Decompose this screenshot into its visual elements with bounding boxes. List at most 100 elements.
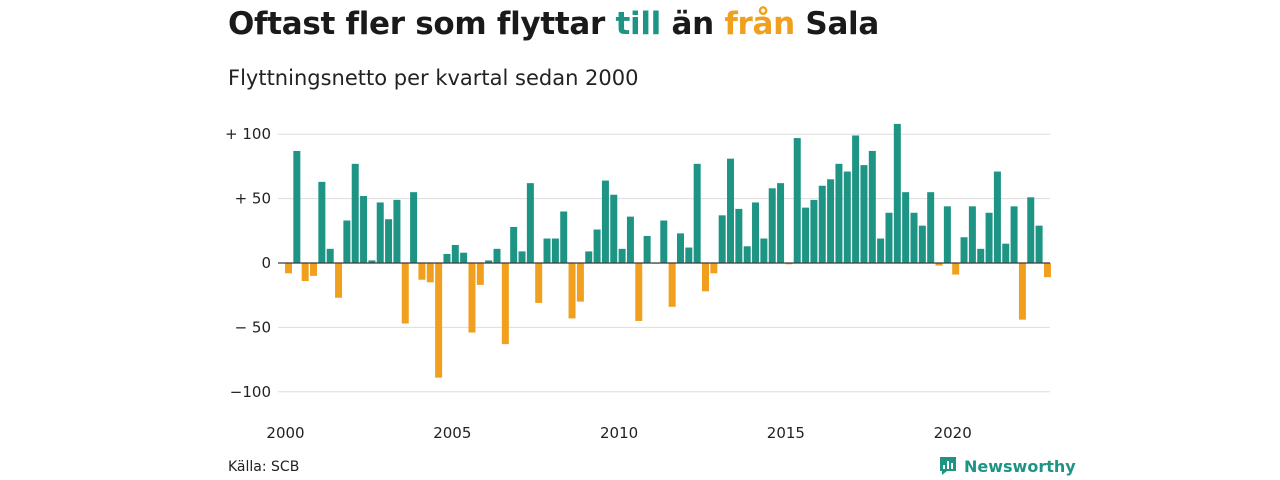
y-tick-label: − 50 [235,318,271,336]
title-part-2: än [660,6,725,42]
bar-83 [977,248,985,263]
bar-13 [393,199,401,263]
bar-30 [535,263,543,303]
bar-75 [910,212,918,263]
bar-43 [643,235,651,263]
bar-85 [993,171,1001,263]
x-tick-label: 2010 [600,424,638,442]
bar-7 [343,220,351,263]
y-tick-label: 0 [261,254,271,272]
bar-87 [1010,206,1018,263]
title-highlight-out: från [724,6,795,42]
title-highlight-in: till [615,6,661,42]
bar-41 [626,216,634,263]
y-tick-label: + 100 [225,125,271,143]
newsworthy-logo: Newsworthy [938,456,1076,476]
bar-2 [301,263,309,282]
bar-46 [668,263,676,307]
x-tick-label: 2005 [433,424,471,442]
y-tick-label: −100 [230,383,271,401]
bar-86 [1002,243,1010,263]
x-tick-label: 2015 [767,424,805,442]
bar-40 [618,248,626,263]
bar-60 [785,263,793,265]
bar-66 [835,163,843,263]
bar-28 [518,251,526,263]
bar-59 [777,183,785,263]
source-label: Källa: SCB [228,459,300,475]
bar-67 [843,171,851,263]
bar-1 [293,150,301,263]
bar-70 [868,150,876,263]
bar-57 [760,238,768,263]
bar-79 [943,206,951,263]
bar-14 [401,263,409,324]
bar-50 [702,263,709,292]
bar-77 [927,192,935,263]
bar-53 [727,158,735,263]
bar-62 [802,207,810,263]
bar-91 [1043,263,1051,278]
bar-78 [935,263,943,266]
bar-38 [601,180,609,263]
bar-58 [768,188,776,263]
bar-68 [852,135,860,263]
bar-24 [485,260,493,263]
bar-3 [310,263,318,276]
chart-title: Oftast fler som flyttar till än från Sal… [228,6,879,42]
bar-80 [952,263,960,275]
bar-69 [860,165,868,263]
bar-84 [985,212,993,263]
bar-20 [451,244,459,263]
newsworthy-chart-icon [940,457,956,475]
x-tick-label: 2000 [266,424,304,442]
bar-64 [818,185,826,263]
bar-88 [1018,263,1026,320]
bar-10 [368,260,376,263]
bar-19 [443,253,451,263]
bar-82 [968,206,976,263]
bar-25 [493,248,501,263]
y-tick-label: + 50 [235,190,271,208]
bar-61 [793,138,801,263]
bar-74 [902,192,910,263]
bar-27 [510,226,518,263]
bar-26 [501,263,509,345]
bar-45 [660,220,668,263]
bar-42 [635,263,643,321]
bar-37 [593,229,601,263]
bar-35 [576,263,584,302]
bar-55 [743,246,751,263]
bar-54 [735,208,743,263]
bar-33 [560,211,568,263]
bar-21 [460,252,468,263]
bar-34 [568,263,576,319]
bar-11 [376,202,384,263]
bar-51 [710,263,718,274]
bar-39 [610,194,618,263]
bar-76 [918,225,926,263]
bar-72 [885,212,893,263]
bar-47 [676,233,684,263]
bar-73 [893,123,901,264]
bar-9 [360,196,368,263]
bar-18 [435,263,443,378]
bar-36 [585,251,593,263]
logo-text: Newsworthy [964,456,1076,476]
bar-52 [718,215,726,263]
bar-17 [426,263,434,283]
x-tick-label: 2020 [934,424,972,442]
bar-81 [960,237,968,263]
bar-90 [1035,225,1043,263]
bar-16 [418,263,426,280]
bar-8 [351,163,359,263]
bar-29 [526,183,534,263]
bar-48 [685,247,693,263]
bar-23 [476,263,484,285]
bar-89 [1027,197,1035,263]
bar-65 [827,179,835,263]
title-part-1: Oftast fler som flyttar [228,6,616,42]
bar-56 [752,202,760,263]
bar-0 [285,263,292,274]
